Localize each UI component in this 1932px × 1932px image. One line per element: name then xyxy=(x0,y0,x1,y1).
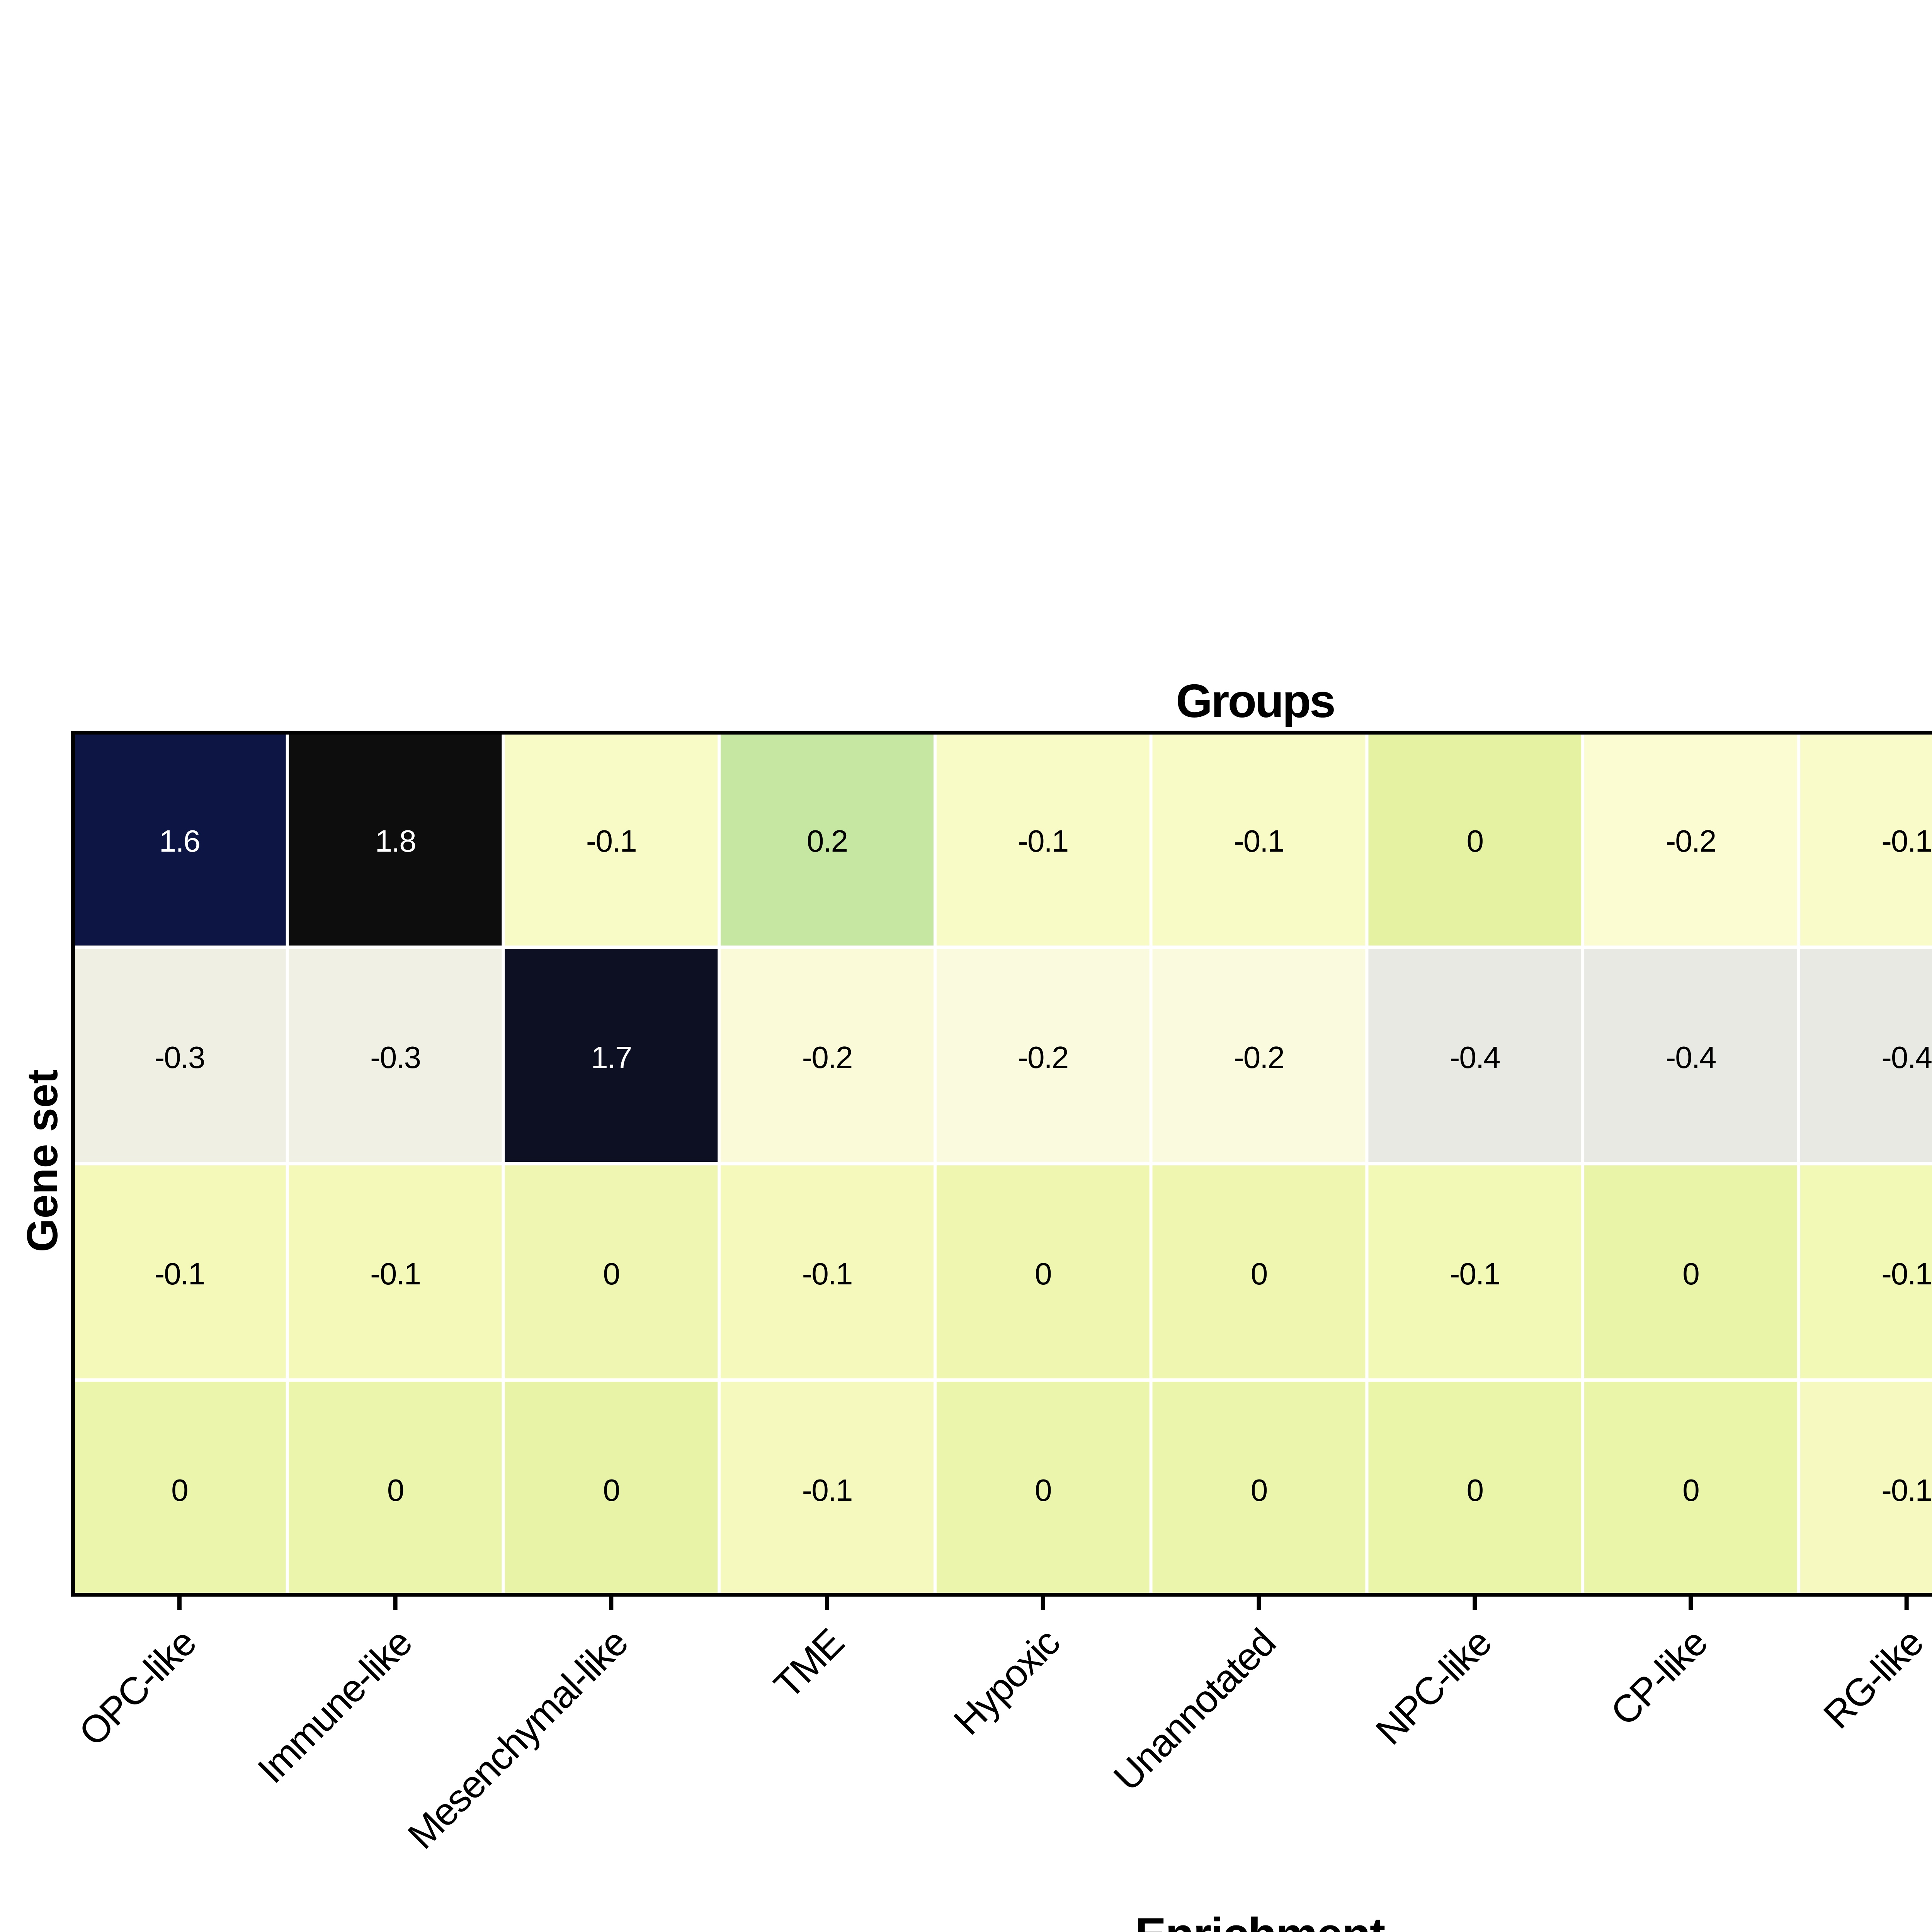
svg-text:-0.1: -0.1 xyxy=(1881,1257,1932,1291)
svg-text:0: 0 xyxy=(1035,1473,1051,1507)
svg-text:0: 0 xyxy=(387,1473,404,1507)
svg-text:0: 0 xyxy=(1251,1257,1267,1291)
svg-text:-0.1: -0.1 xyxy=(370,1257,420,1291)
svg-text:-0.3: -0.3 xyxy=(370,1040,420,1075)
svg-text:-0.1: -0.1 xyxy=(1450,1257,1500,1291)
svg-text:-0.2: -0.2 xyxy=(1666,824,1716,858)
svg-text:-0.1: -0.1 xyxy=(802,1473,852,1507)
svg-text:1.6: 1.6 xyxy=(159,824,200,858)
svg-text:-0.3: -0.3 xyxy=(154,1040,204,1075)
svg-text:1.8: 1.8 xyxy=(375,824,415,858)
svg-text:0: 0 xyxy=(603,1473,620,1507)
svg-text:-0.1: -0.1 xyxy=(1881,1473,1932,1507)
svg-text:0: 0 xyxy=(1682,1473,1699,1507)
svg-text:-0.2: -0.2 xyxy=(1234,1040,1284,1075)
svg-text:-0.1: -0.1 xyxy=(802,1257,852,1291)
svg-text:-0.1: -0.1 xyxy=(1234,824,1284,858)
svg-text:0: 0 xyxy=(171,1473,188,1507)
svg-text:-0.4: -0.4 xyxy=(1450,1040,1500,1075)
svg-text:0: 0 xyxy=(1682,1257,1699,1291)
svg-text:0: 0 xyxy=(1466,1473,1483,1507)
svg-text:1.7: 1.7 xyxy=(591,1040,631,1075)
svg-text:Enrichment: Enrichment xyxy=(1135,1908,1385,1932)
svg-text:0: 0 xyxy=(1251,1473,1267,1507)
svg-text:-0.2: -0.2 xyxy=(802,1040,852,1075)
svg-text:-0.1: -0.1 xyxy=(586,824,636,858)
svg-text:Gene set: Gene set xyxy=(18,1069,66,1252)
svg-text:0.2: 0.2 xyxy=(807,824,847,858)
svg-text:-0.1: -0.1 xyxy=(154,1257,204,1291)
svg-text:0: 0 xyxy=(1466,824,1483,858)
svg-text:Groups: Groups xyxy=(1176,675,1334,727)
svg-text:-0.1: -0.1 xyxy=(1881,824,1932,858)
svg-text:0: 0 xyxy=(1035,1257,1051,1291)
svg-text:-0.1: -0.1 xyxy=(1018,824,1068,858)
svg-text:0: 0 xyxy=(603,1257,620,1291)
svg-text:-0.4: -0.4 xyxy=(1666,1040,1716,1075)
svg-text:-0.2: -0.2 xyxy=(1018,1040,1068,1075)
svg-text:-0.4: -0.4 xyxy=(1881,1040,1932,1075)
